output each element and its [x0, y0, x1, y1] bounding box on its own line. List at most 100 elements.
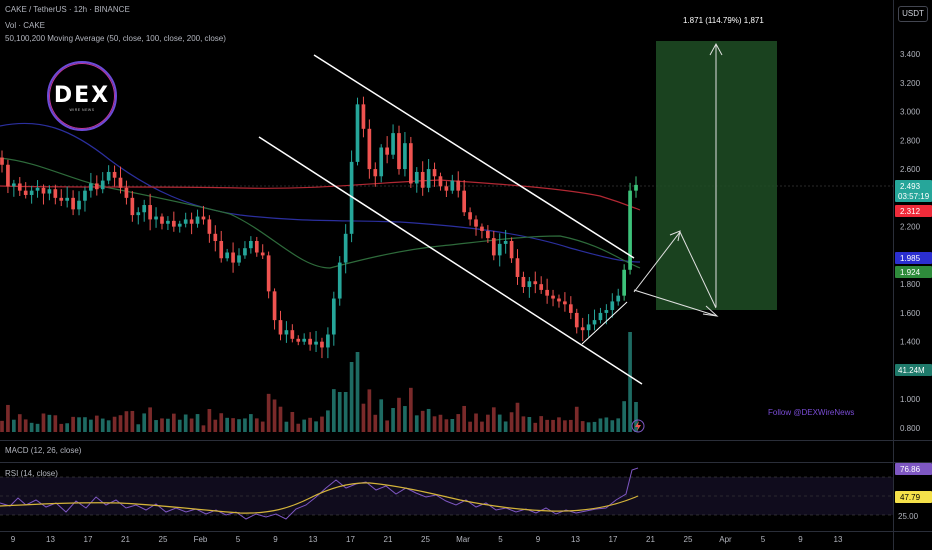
volume-bar — [65, 423, 70, 432]
price-tick-label: 1.400 — [900, 338, 921, 347]
candle-body — [462, 190, 467, 213]
candle-body — [171, 220, 176, 227]
time-tick-label: 9 — [536, 535, 541, 544]
candle-body — [237, 255, 241, 263]
candle-body — [622, 269, 626, 296]
candle-body — [308, 338, 312, 345]
time-tick-label: 9 — [11, 535, 16, 544]
volume-bar — [456, 414, 461, 432]
candle-body — [41, 187, 46, 194]
volume-bar — [106, 420, 111, 432]
volume-bar — [296, 423, 301, 432]
lightning-icon[interactable] — [631, 419, 645, 433]
volume-bar — [491, 407, 496, 432]
volume-bar — [183, 414, 188, 432]
candle-body — [438, 176, 443, 187]
volume-bar — [462, 405, 467, 432]
volume-bar — [6, 404, 10, 432]
volume-bar — [308, 417, 312, 432]
candle-body — [480, 226, 484, 231]
candle-body — [89, 183, 93, 191]
macd-legend[interactable]: MACD (12, 26, close) — [5, 446, 82, 455]
candle-body — [83, 190, 87, 201]
volume-bar — [35, 423, 40, 432]
volume-bar — [426, 408, 431, 432]
volume-bar — [83, 417, 87, 432]
volume-bar — [112, 416, 117, 432]
target-box[interactable] — [656, 41, 777, 310]
time-tick-label: 25 — [421, 535, 430, 544]
candle-body — [12, 183, 16, 187]
logo-sub-text: WIRE NEWS — [69, 108, 95, 112]
candle-body — [468, 212, 472, 220]
time-tick-label: 25 — [159, 535, 168, 544]
volume-bar — [568, 419, 573, 432]
time-tick-label: 13 — [309, 535, 318, 544]
candle-body — [497, 243, 502, 256]
candle-body — [450, 180, 455, 191]
volume-bar — [480, 421, 484, 432]
target-label: 1.871 (114.79%) 1,871 — [683, 16, 764, 25]
candle-body — [53, 189, 58, 198]
volume-bar — [284, 421, 289, 432]
candle-body — [296, 338, 301, 342]
candle-body — [426, 169, 431, 188]
volume-bar — [397, 397, 401, 432]
candle-body — [213, 233, 218, 241]
last-price-value: 2.493 — [900, 182, 921, 191]
candle-body — [503, 241, 508, 244]
candle-body — [557, 298, 561, 302]
currency-button[interactable]: USDT — [898, 6, 928, 22]
candle-body — [604, 310, 609, 313]
volume-bar — [71, 416, 75, 432]
candle-body — [574, 312, 579, 328]
volume-bar — [53, 415, 58, 432]
time-axis[interactable]: 9 13 17 21 25 Feb 5 9 13 17 21 25 Mar 5 9 13 17 21 25 Apr 5 9… — [11, 535, 843, 544]
ma-100-line — [0, 122, 641, 263]
candle-body — [337, 262, 342, 299]
volume-bar — [17, 414, 22, 432]
rsi-legend[interactable]: RSI (14, close) — [5, 469, 58, 478]
candle-body — [29, 190, 34, 195]
volume-legend[interactable]: Vol · CAKE — [5, 21, 46, 30]
candle-body — [367, 128, 372, 170]
symbol-legend[interactable]: CAKE / TetherUS · 12h · BINANCE — [5, 5, 130, 14]
volume-bar — [195, 414, 200, 432]
ma-legend[interactable]: 50,100,200 Moving Average (50, close, 10… — [5, 34, 226, 43]
candle-body — [302, 338, 307, 342]
volume-bar — [207, 409, 212, 432]
candle-body — [373, 169, 378, 177]
ma-blue-value: 1.985 — [900, 254, 921, 263]
rsi-value: 76.86 — [900, 465, 921, 474]
volume-bar — [432, 416, 437, 432]
candle-body — [509, 241, 514, 259]
candle-body — [94, 183, 99, 190]
candle-body — [545, 289, 549, 296]
volume-bar — [355, 352, 360, 432]
volume-bar — [521, 416, 526, 432]
candle-body — [201, 216, 206, 220]
price-tick-label: 2.200 — [900, 223, 921, 232]
volume-bar — [438, 414, 443, 432]
channel-lines[interactable] — [258, 54, 643, 385]
volume-bar — [503, 421, 508, 432]
volume-bar — [527, 417, 532, 432]
candle-body — [59, 197, 64, 201]
volume-bar — [391, 407, 395, 432]
candle-body — [409, 143, 413, 184]
candle-body — [385, 147, 389, 155]
channel-lower-line — [258, 136, 643, 385]
time-tick-label: 5 — [236, 535, 241, 544]
candle-body — [355, 104, 360, 162]
countdown-value: 03:57:19 — [898, 192, 930, 201]
volume-bar — [243, 418, 247, 432]
volume-bar — [361, 403, 366, 432]
candle-body — [148, 205, 152, 220]
volume-bar — [557, 417, 561, 432]
candle-body — [527, 281, 532, 288]
projection-path[interactable] — [633, 230, 719, 317]
candle-body — [225, 252, 229, 259]
volume-bar — [189, 418, 194, 432]
follow-text[interactable]: Follow @DEXWireNews — [768, 408, 855, 417]
